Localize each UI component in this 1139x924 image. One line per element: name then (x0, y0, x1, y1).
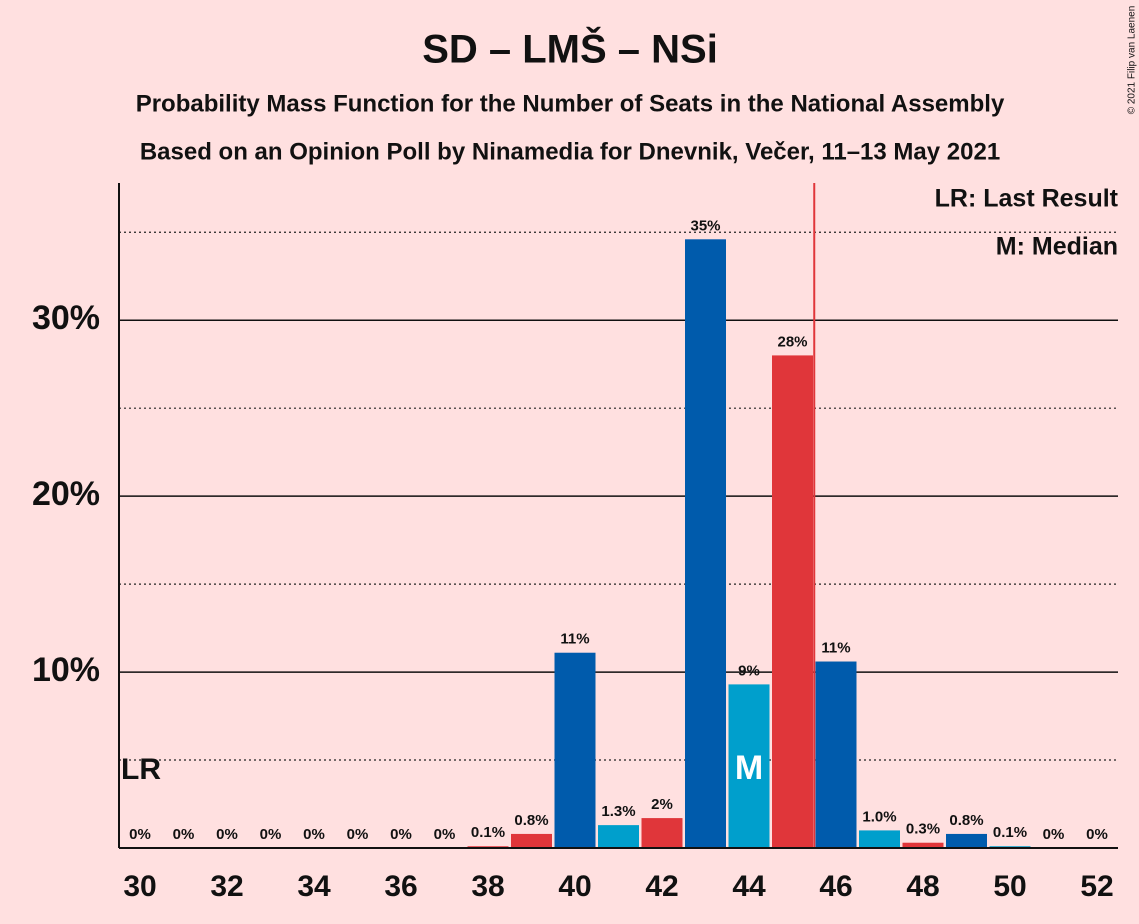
y-tick-label: 30% (32, 299, 100, 337)
bar (554, 652, 596, 848)
value-label: 28% (777, 333, 807, 350)
legend-median: M: Median (996, 233, 1118, 261)
chart-title: SD – LMŠ – NSi (422, 26, 718, 72)
bar (511, 833, 552, 848)
x-tick-label: 44 (732, 870, 766, 903)
value-label: 11% (821, 639, 850, 656)
value-label: 0.8% (949, 812, 983, 829)
x-tick-label: 52 (1080, 870, 1113, 903)
y-tick-label: 10% (32, 651, 100, 689)
bar (728, 684, 770, 848)
bar (641, 818, 683, 848)
bar (946, 833, 987, 848)
value-label: 0.8% (514, 812, 548, 829)
x-tick-label: 40 (558, 870, 591, 903)
last-result-marker: LR (121, 753, 161, 786)
legend-last-result: LR: Last Result (935, 185, 1119, 213)
value-label: 0.1% (993, 824, 1027, 841)
value-label: 0% (347, 826, 369, 843)
value-label: 11% (560, 631, 589, 648)
copyright: © 2021 Filip van Laenen (1127, 6, 1138, 115)
x-tick-label: 48 (906, 870, 939, 903)
value-label: 0% (1043, 826, 1065, 843)
x-tick-label: 46 (819, 870, 852, 903)
bar (859, 830, 900, 848)
median-marker: M (735, 749, 763, 787)
value-label: 0% (303, 826, 325, 843)
bar (598, 825, 639, 848)
x-tick-label: 50 (993, 870, 1026, 903)
value-label: 0.3% (906, 821, 940, 838)
value-label: 0% (173, 826, 195, 843)
x-tick-label: 30 (123, 870, 156, 903)
value-label: 0% (434, 826, 456, 843)
value-label: 9% (738, 662, 760, 679)
value-label: 35% (690, 217, 720, 234)
value-label: 0% (260, 826, 282, 843)
bar (772, 355, 813, 848)
value-label: 2% (651, 796, 673, 813)
y-tick-label: 20% (32, 475, 100, 513)
x-tick-label: 36 (384, 870, 417, 903)
value-label: 1.0% (862, 808, 896, 825)
value-label: 0% (129, 826, 151, 843)
value-label: 0.1% (471, 824, 505, 841)
x-tick-label: 34 (297, 870, 331, 903)
x-tick-label: 38 (471, 870, 504, 903)
value-label: 0% (390, 826, 412, 843)
value-label: 1.3% (601, 803, 635, 820)
value-label: 0% (1086, 826, 1108, 843)
bar (815, 661, 857, 848)
x-tick-label: 32 (210, 870, 243, 903)
bar (902, 842, 944, 848)
subtitle: Probability Mass Function for the Number… (136, 90, 1005, 117)
value-label: 0% (216, 826, 238, 843)
subtitle-2: Based on an Opinion Poll by Ninamedia fo… (140, 138, 1000, 165)
bar (685, 239, 726, 849)
x-tick-label: 42 (645, 870, 678, 903)
